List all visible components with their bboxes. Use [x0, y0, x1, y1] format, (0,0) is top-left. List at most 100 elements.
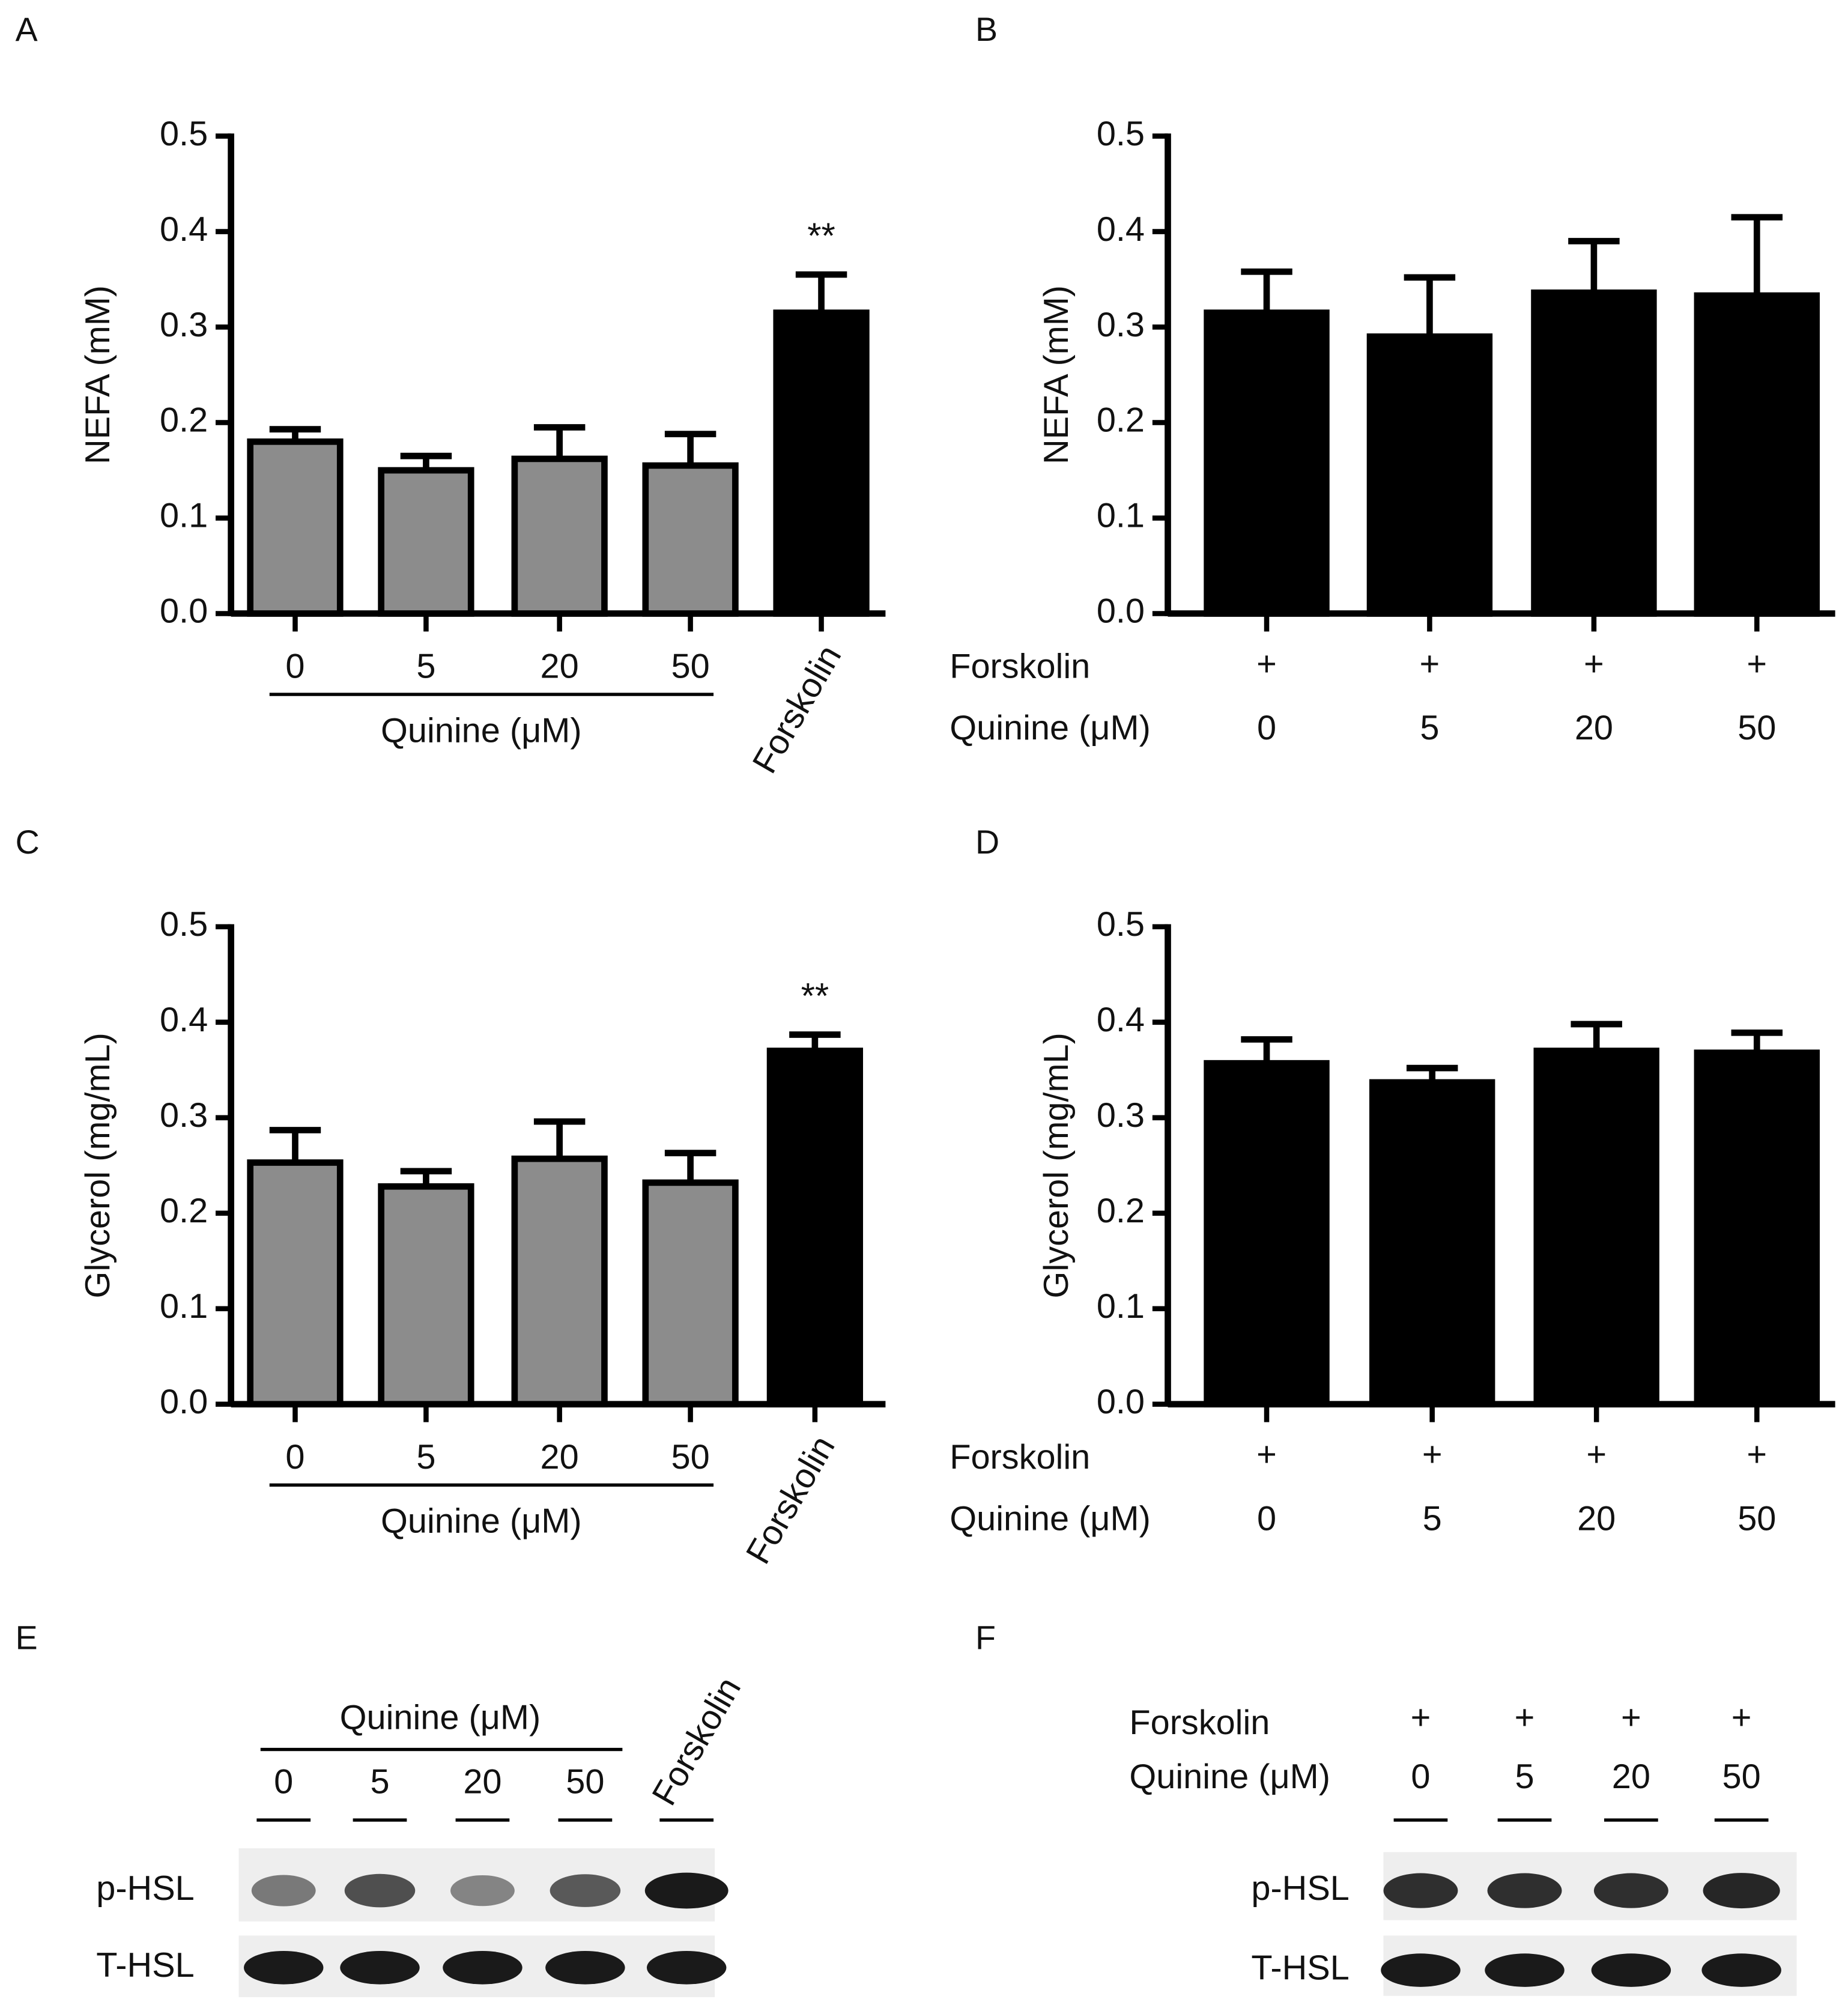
bar [1533, 1048, 1659, 1408]
y-axis-label: NEFA (mM) [79, 285, 117, 464]
y-tick-label: 0.2 [1097, 1192, 1145, 1230]
x-tick-label: Forskolin [739, 1430, 842, 1571]
blot-band [340, 1951, 420, 1985]
blot-band [545, 1951, 625, 1985]
x-tick-label: Forskolin [745, 639, 849, 780]
blot-band [1703, 1873, 1780, 1909]
lane-label: 20 [463, 1762, 501, 1801]
bar [378, 467, 474, 617]
x-tick-label: 20 [1575, 709, 1613, 747]
forskolin-mark: + [1747, 645, 1767, 683]
forskolin-mark: + [1731, 1699, 1752, 1737]
bar [766, 1048, 864, 1408]
lane-label: 50 [1722, 1758, 1761, 1796]
y-tick-label: 0.2 [160, 1192, 208, 1230]
y-tick-label: 0.3 [160, 306, 208, 344]
y-tick-label: 0.4 [1097, 1001, 1145, 1039]
blot-band [1487, 1873, 1562, 1908]
bar [511, 455, 608, 617]
blot-band [1701, 1953, 1781, 1987]
y-tick-label: 0.4 [1097, 210, 1145, 249]
y-tick-label: 0.1 [1097, 1287, 1145, 1326]
panel-label: D [975, 824, 999, 861]
blot-band [644, 1872, 729, 1909]
bar [511, 1155, 608, 1408]
bar [1369, 1079, 1495, 1408]
forskolin-mark: + [1256, 1436, 1277, 1474]
y-tick-label: 0.4 [160, 1001, 208, 1039]
lane-label: 0 [1411, 1758, 1430, 1796]
group-label: Quinine (μM) [340, 1699, 541, 1737]
y-axis-label: NEFA (mM) [1037, 285, 1076, 464]
significance-label: ** [801, 975, 829, 1016]
row-label: p-HSL [96, 1869, 195, 1908]
panel-label: C [16, 824, 40, 861]
row-label: T-HSL [96, 1946, 195, 1985]
y-tick-label: 0.3 [1097, 1096, 1145, 1135]
forskolin-mark: + [1747, 1436, 1767, 1474]
panel-label: E [16, 1619, 38, 1657]
bar [773, 309, 870, 617]
bar [247, 1159, 344, 1408]
row-label: Forskolin [1129, 1703, 1270, 1742]
lane-label: 20 [1612, 1758, 1650, 1796]
blot-band [1381, 1953, 1461, 1987]
y-tick-label: 0.5 [160, 905, 208, 944]
blot-band [251, 1875, 316, 1906]
blot-band [550, 1874, 621, 1907]
bar [1694, 1049, 1820, 1408]
row-label: p-HSL [1251, 1869, 1350, 1908]
bar [1531, 289, 1657, 617]
x-tick-label: 0 [1257, 1499, 1276, 1538]
y-tick-label: 0.3 [160, 1096, 208, 1135]
y-tick-label: 0.3 [1097, 306, 1145, 344]
y-tick-label: 0.0 [160, 592, 208, 631]
y-tick-label: 0.4 [160, 210, 208, 249]
y-tick-label: 0.1 [1097, 497, 1145, 535]
y-axis-label: Glycerol (mg/mL) [79, 1033, 117, 1298]
forskolin-mark: + [1584, 645, 1604, 683]
y-tick-label: 0.5 [160, 115, 208, 153]
x-tick-label: 0 [1257, 709, 1276, 747]
y-tick-label: 0.1 [160, 497, 208, 535]
x-tick-label: 50 [1737, 1499, 1776, 1538]
forskolin-mark: + [1621, 1699, 1641, 1737]
x-tick-label: 20 [541, 1438, 579, 1476]
panel-label: A [16, 11, 38, 48]
x-tick-label: 50 [1737, 709, 1776, 747]
row-label: T-HSL [1251, 1949, 1350, 1987]
x-tick-label: 5 [416, 1438, 435, 1476]
blot-band [243, 1951, 324, 1985]
forskolin-mark: + [1515, 1699, 1535, 1737]
lane-label: 5 [1515, 1758, 1534, 1796]
blot-band [443, 1951, 523, 1985]
lane-label: 5 [370, 1762, 389, 1801]
y-tick-label: 0.5 [1097, 115, 1145, 153]
row-label: Forskolin [950, 648, 1090, 686]
bar [642, 462, 739, 617]
y-tick-label: 0.5 [1097, 905, 1145, 944]
forskolin-mark: + [1420, 645, 1440, 683]
y-axis-label: Glycerol (mg/mL) [1037, 1033, 1076, 1298]
forskolin-mark: + [1586, 1436, 1607, 1474]
y-tick-label: 0.1 [160, 1287, 208, 1326]
forskolin-mark: + [1422, 1436, 1443, 1474]
bar [1204, 309, 1330, 617]
panel-label: F [975, 1619, 996, 1657]
lane-label: 0 [274, 1762, 293, 1801]
blot-band [1383, 1873, 1458, 1908]
row-label: Forskolin [950, 1438, 1090, 1476]
blot-band [344, 1873, 416, 1908]
x-tick-label: 20 [541, 648, 579, 686]
group-label: Quinine (μM) [381, 711, 582, 750]
x-tick-label: 5 [1423, 1499, 1442, 1538]
x-tick-label: 0 [285, 648, 304, 686]
y-tick-label: 0.0 [1097, 1383, 1145, 1421]
lane-label: 50 [566, 1762, 604, 1801]
row-label: Quinine (μM) [950, 1499, 1151, 1538]
bar [1366, 333, 1493, 617]
y-tick-label: 0.2 [1097, 401, 1145, 440]
bar [1694, 292, 1820, 617]
x-tick-label: 5 [1420, 709, 1439, 747]
significance-label: ** [807, 216, 835, 256]
